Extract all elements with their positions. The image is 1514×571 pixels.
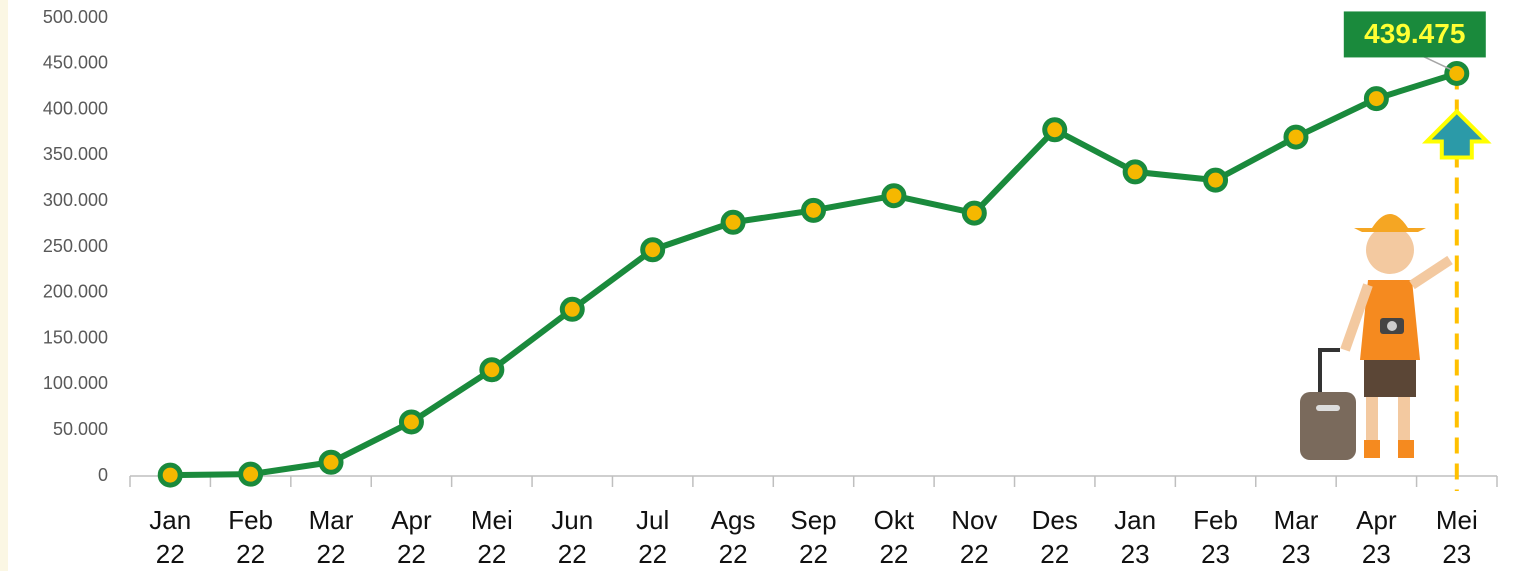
x-tick-label: Mei 23 (1435, 505, 1478, 569)
data-point (1203, 167, 1229, 193)
value-label: 439.475 (1364, 18, 1465, 49)
x-tick-label: Mei 22 (470, 505, 513, 569)
data-point (1363, 86, 1389, 112)
y-tick-label: 450.000 (43, 53, 108, 73)
data-point (398, 409, 424, 435)
y-tick-label: 300.000 (43, 190, 108, 210)
x-tick-label: Mar 22 (308, 505, 354, 569)
data-point (1283, 124, 1309, 150)
x-tick-label: Nov 22 (951, 505, 998, 569)
y-tick-label: 400.000 (43, 98, 108, 118)
y-tick-label: 250.000 (43, 236, 108, 256)
x-tick-label: Feb 22 (228, 505, 274, 569)
data-point (479, 357, 505, 383)
y-tick-label: 200.000 (43, 282, 108, 302)
x-tick-label: Des 22 (1031, 505, 1078, 569)
x-tick-label: Sep 22 (790, 505, 837, 569)
y-tick-label: 0 (98, 465, 108, 485)
data-point (559, 296, 585, 322)
x-tick-label: Jun 22 (551, 505, 594, 569)
data-point (720, 209, 746, 235)
data-point (238, 461, 264, 487)
y-tick-label: 100.000 (43, 373, 108, 393)
data-point (1042, 117, 1068, 143)
y-tick-label: 150.000 (43, 327, 108, 347)
x-tick-label: Apr 22 (391, 505, 432, 569)
x-tick-label: Jul 22 (636, 505, 670, 569)
data-point (881, 183, 907, 209)
x-tick-label: Apr 23 (1356, 505, 1397, 569)
tourist-illustration (1300, 214, 1453, 460)
data-point (157, 462, 183, 488)
data-point (640, 237, 666, 263)
x-tick-label: Jan 22 (149, 505, 192, 569)
data-point (801, 197, 826, 223)
side-strip (0, 0, 8, 571)
x-tick-label: Mar 23 (1273, 505, 1319, 569)
x-tick-label: Ags 22 (710, 505, 756, 569)
data-point (1122, 159, 1148, 185)
y-tick-label: 50.000 (53, 419, 108, 439)
y-tick-label: 350.000 (43, 144, 108, 164)
data-point (1444, 60, 1470, 86)
data-point (318, 449, 344, 475)
data-point (961, 200, 987, 226)
y-tick-label: 500.000 (43, 7, 108, 27)
x-tick-label: Okt 22 (873, 505, 915, 569)
up-arrow (1421, 108, 1492, 160)
x-tick-label: Feb 23 (1193, 505, 1238, 569)
x-tick-label: Jan 23 (1114, 505, 1157, 569)
value-label-box (1343, 11, 1486, 58)
data-line (170, 70, 1458, 479)
